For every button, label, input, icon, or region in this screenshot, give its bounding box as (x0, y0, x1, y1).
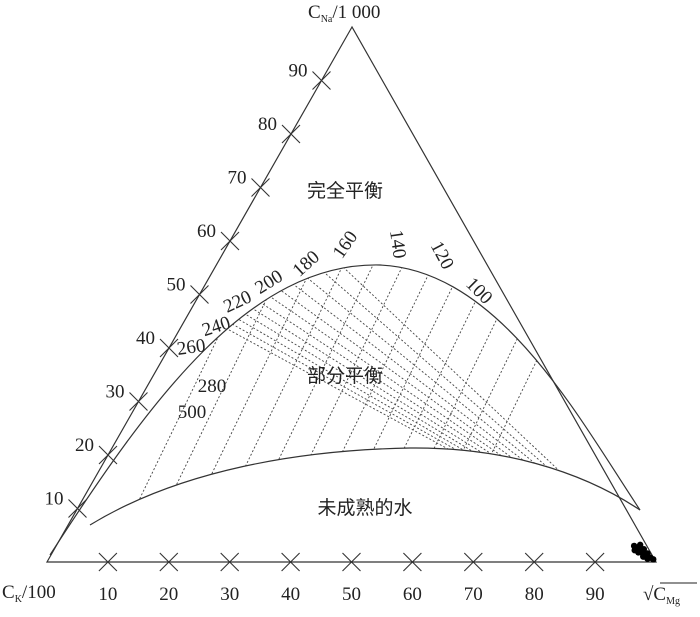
corner-label: √CMg (643, 584, 680, 607)
triangle-edge (45, 25, 658, 563)
corner-label: CNa/1 000 (308, 2, 380, 25)
isotherm-line (109, 264, 271, 555)
immature-curve (89, 447, 641, 526)
isotherm-label: 120 (426, 238, 458, 273)
corner-suffix: /100 (22, 582, 56, 603)
tick-cross (220, 552, 240, 572)
corner-main: √C (643, 584, 666, 605)
isotherm-label: 100 (461, 274, 496, 309)
data-point (636, 541, 644, 549)
isotherm-line (409, 264, 571, 555)
bottom-tick-label: 80 (525, 584, 544, 605)
data-point (640, 551, 647, 558)
data-point (640, 545, 648, 553)
tick-cross (129, 392, 148, 411)
tick-cross (342, 552, 361, 572)
tick-cross (98, 445, 118, 465)
isotherm-label: 200 (251, 266, 286, 299)
isotherm-label: 180 (289, 247, 324, 282)
data-point (630, 542, 638, 550)
corner-sub: Mg (666, 596, 680, 607)
tick-cross (281, 124, 301, 144)
tick-cross (159, 338, 179, 358)
tick-cross (281, 552, 300, 572)
left-tick-label: 70 (228, 168, 247, 189)
tick-cross (190, 285, 209, 304)
full-equilibrium-curve (49, 264, 641, 556)
tick-cross (251, 178, 270, 197)
isotherm-label: 140 (385, 229, 410, 260)
left-tick-label: 90 (289, 61, 308, 82)
corner-suffix: /1 000 (332, 2, 380, 23)
bottom-tick-label: 60 (403, 584, 422, 605)
isotherm-line (245, 264, 640, 555)
tick-cross (463, 552, 483, 572)
isotherm-line (85, 264, 640, 555)
bottom-tick-label: 30 (220, 584, 239, 605)
corner-sub: Na (321, 14, 333, 25)
corner-main: C (2, 582, 15, 603)
bottom-tick-label: 10 (98, 584, 117, 605)
bottom-tick-label: 50 (342, 584, 361, 605)
tick-cross (159, 552, 179, 572)
tick-cross (98, 552, 118, 572)
tick-cross (524, 552, 544, 572)
data-point (650, 556, 657, 563)
triangle (45, 25, 658, 563)
left-tick-label: 60 (197, 221, 216, 242)
region-label: 未成熟的水 (317, 497, 412, 519)
left-tick-label: 50 (167, 275, 186, 296)
tick-cross (403, 552, 422, 572)
left-tick-label: 20 (75, 435, 94, 456)
isotherm-label: 500 (178, 402, 207, 423)
tick-cross (585, 552, 605, 572)
isotherm-line (213, 264, 640, 555)
isotherm-label: 260 (176, 335, 207, 360)
corner-main: C (308, 2, 321, 23)
tick-cross (68, 499, 87, 518)
region-label: 部分平衡 (307, 365, 383, 387)
bottom-tick-label: 70 (464, 584, 483, 605)
left-tick-label: 80 (258, 114, 277, 135)
isotherm-line (439, 264, 601, 555)
bottom-tick-label: 90 (586, 584, 605, 605)
left-tick-label: 10 (45, 489, 64, 510)
left-tick-label: 30 (106, 382, 125, 403)
corner-sub: K (15, 594, 23, 605)
tick-cross (312, 71, 331, 90)
isotherm-label: 160 (329, 227, 363, 262)
tick-cross (220, 231, 240, 251)
bottom-tick-label: 20 (159, 584, 178, 605)
bottom-tick-label: 40 (281, 584, 300, 605)
corner-label: CK/100 (2, 582, 56, 605)
left-tick-label: 40 (136, 328, 155, 349)
isotherm-label: 280 (198, 376, 227, 397)
data-point (644, 555, 651, 562)
region-label: 完全平衡 (307, 180, 383, 202)
